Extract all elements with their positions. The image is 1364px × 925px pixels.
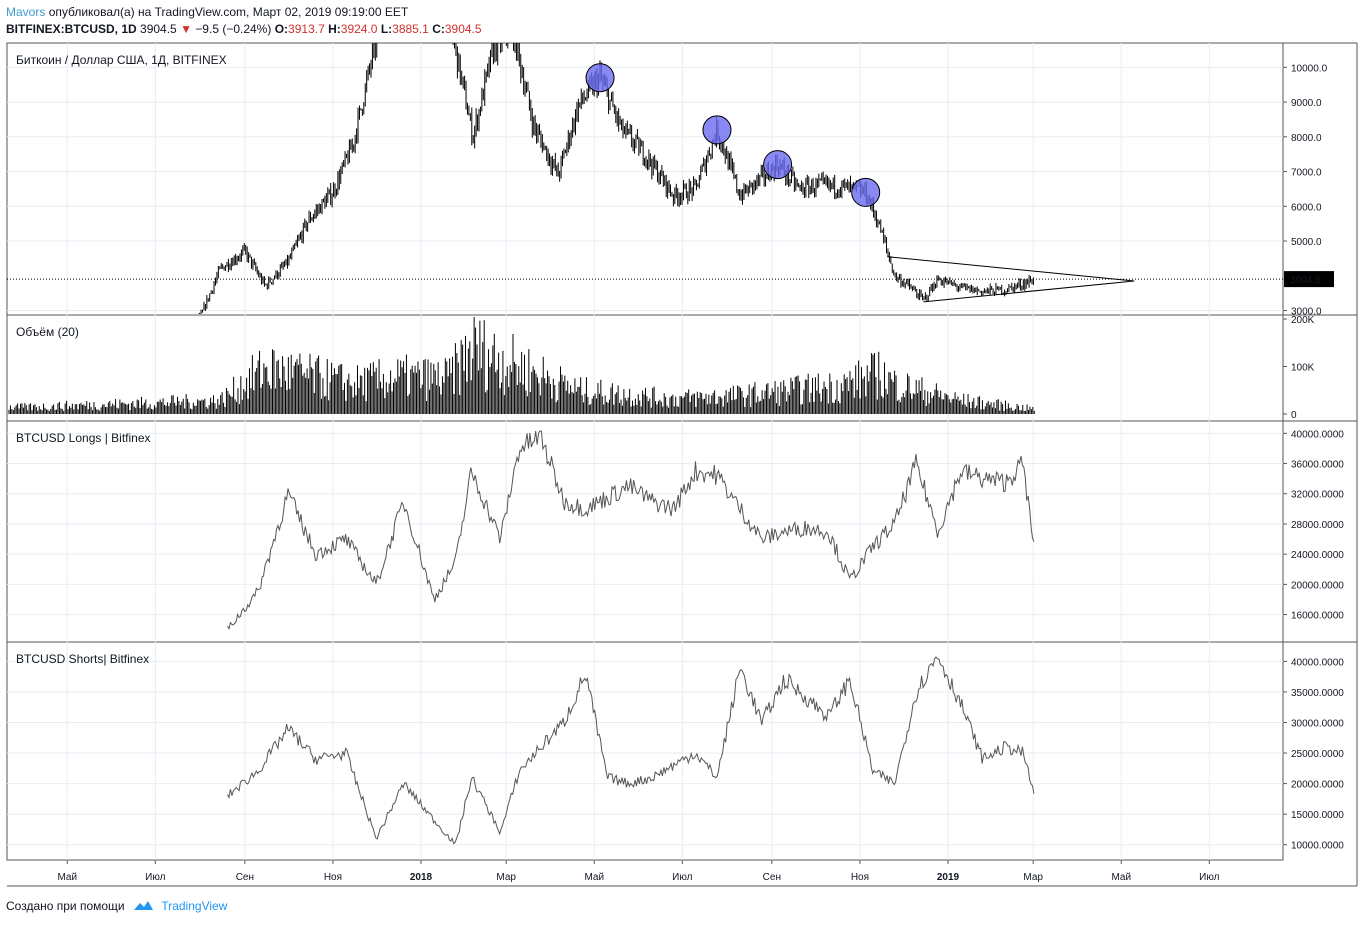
- low-value: 3885.1: [392, 22, 429, 36]
- longs-y-tick: 24000.0000: [1291, 550, 1344, 561]
- longs-y-tick: 36000.0000: [1291, 460, 1344, 471]
- x-tick-label: 2019: [937, 872, 960, 883]
- footer: Создано при помощи TradingView: [6, 899, 227, 913]
- peak-circle: [763, 150, 793, 180]
- price-y-tick: 3000.0: [1291, 307, 1322, 318]
- price-y-tick: 5000.0: [1291, 237, 1322, 248]
- volume-y-tick: 0: [1291, 410, 1297, 421]
- tradingview-brand[interactable]: TradingView: [161, 899, 228, 913]
- volume-y-tick: 200K: [1291, 315, 1315, 326]
- close-value: 3904.5: [444, 22, 482, 36]
- x-tick-label: Май: [57, 872, 77, 883]
- shorts-y-tick: 40000.0000: [1291, 657, 1344, 668]
- x-tick-label: 2018: [410, 872, 433, 883]
- volume-series: [8, 317, 1035, 414]
- x-tick-label: Ноя: [324, 872, 342, 883]
- shorts-pane-title: BTCUSD Shorts| Bitfinex: [16, 652, 149, 666]
- longs-y-tick: 28000.0000: [1291, 520, 1344, 531]
- volume-y-tick: 100K: [1291, 363, 1315, 374]
- open-value: 3913.7: [288, 22, 325, 36]
- longs-y-tick: 40000.0000: [1291, 429, 1344, 440]
- shorts-series: [227, 656, 1035, 845]
- volume-pane-title: Объём (20): [16, 325, 79, 339]
- x-tick-label: Ноя: [851, 872, 869, 883]
- x-tick-label: Июл: [672, 872, 692, 883]
- x-tick-label: Июл: [145, 872, 165, 883]
- close-label: C:: [432, 22, 445, 36]
- shorts-line: [227, 656, 1035, 845]
- x-tick-label: Сен: [763, 872, 781, 883]
- change-value: −9.5 (−0.24%): [195, 22, 272, 36]
- triangle-pattern: [887, 256, 1135, 303]
- high-value: 3924.0: [340, 22, 378, 36]
- shorts-y-tick: 35000.0000: [1291, 688, 1344, 699]
- shorts-y-tick: 10000.0000: [1291, 841, 1344, 852]
- created-with-text: Создано при помощи: [6, 899, 125, 913]
- shorts-y-tick: 15000.0000: [1291, 810, 1344, 821]
- x-tick-label: Июл: [1199, 872, 1219, 883]
- longs-pane-title: BTCUSD Longs | Bitfinex: [16, 431, 151, 445]
- longs-y-tick: 32000.0000: [1291, 490, 1344, 501]
- shorts-y-tick: 20000.0000: [1291, 780, 1344, 791]
- down-arrow-icon: ▼: [180, 22, 192, 36]
- price-y-tick: 10000.0: [1291, 63, 1328, 74]
- longs-y-tick: 16000.0000: [1291, 611, 1344, 622]
- peak-circle: [851, 177, 881, 207]
- longs-y-tick: 20000.0000: [1291, 580, 1344, 591]
- publish-header: Mavors опубликовал(а) на TradingView.com…: [6, 5, 408, 19]
- peak-circle: [585, 63, 615, 93]
- x-tick-label: Май: [584, 872, 604, 883]
- published-text: опубликовал(а) на TradingView.com, Март …: [48, 5, 409, 19]
- shorts-y-tick: 25000.0000: [1291, 749, 1344, 760]
- high-label: H:: [328, 22, 341, 36]
- open-label: O:: [274, 22, 289, 36]
- symbol-header: BITFINEX:BTCUSD, 1D 3904.5 ▼ −9.5 (−0.24…: [6, 22, 482, 36]
- x-tick-label: Сен: [236, 872, 254, 883]
- x-tick-label: Май: [1111, 872, 1131, 883]
- shorts-y-tick: 30000.0000: [1291, 718, 1344, 729]
- longs-line: [227, 430, 1035, 631]
- price-y-tick: 9000.0: [1291, 98, 1322, 109]
- low-label: L:: [380, 22, 393, 36]
- longs-series: [227, 430, 1035, 631]
- price-y-tick: 6000.0: [1291, 202, 1322, 213]
- price-y-tick: 7000.0: [1291, 168, 1322, 179]
- author-link[interactable]: Mavors: [6, 5, 46, 19]
- price-pane-title: Биткоин / Доллар США, 1Д, BITFINEX: [16, 53, 227, 67]
- peak-circle: [702, 115, 732, 145]
- tradingview-cloud-icon: [133, 901, 153, 910]
- last-price-box: [1284, 271, 1334, 288]
- x-tick-label: Мар: [496, 872, 516, 883]
- last-price-label: 3904.5: [1290, 275, 1321, 286]
- x-tick-label: Мар: [1023, 872, 1043, 883]
- symbol-name: BITFINEX:BTCUSD, 1D: [6, 22, 137, 36]
- last-value: 3904.5: [140, 22, 177, 36]
- price-y-tick: 8000.0: [1291, 133, 1322, 144]
